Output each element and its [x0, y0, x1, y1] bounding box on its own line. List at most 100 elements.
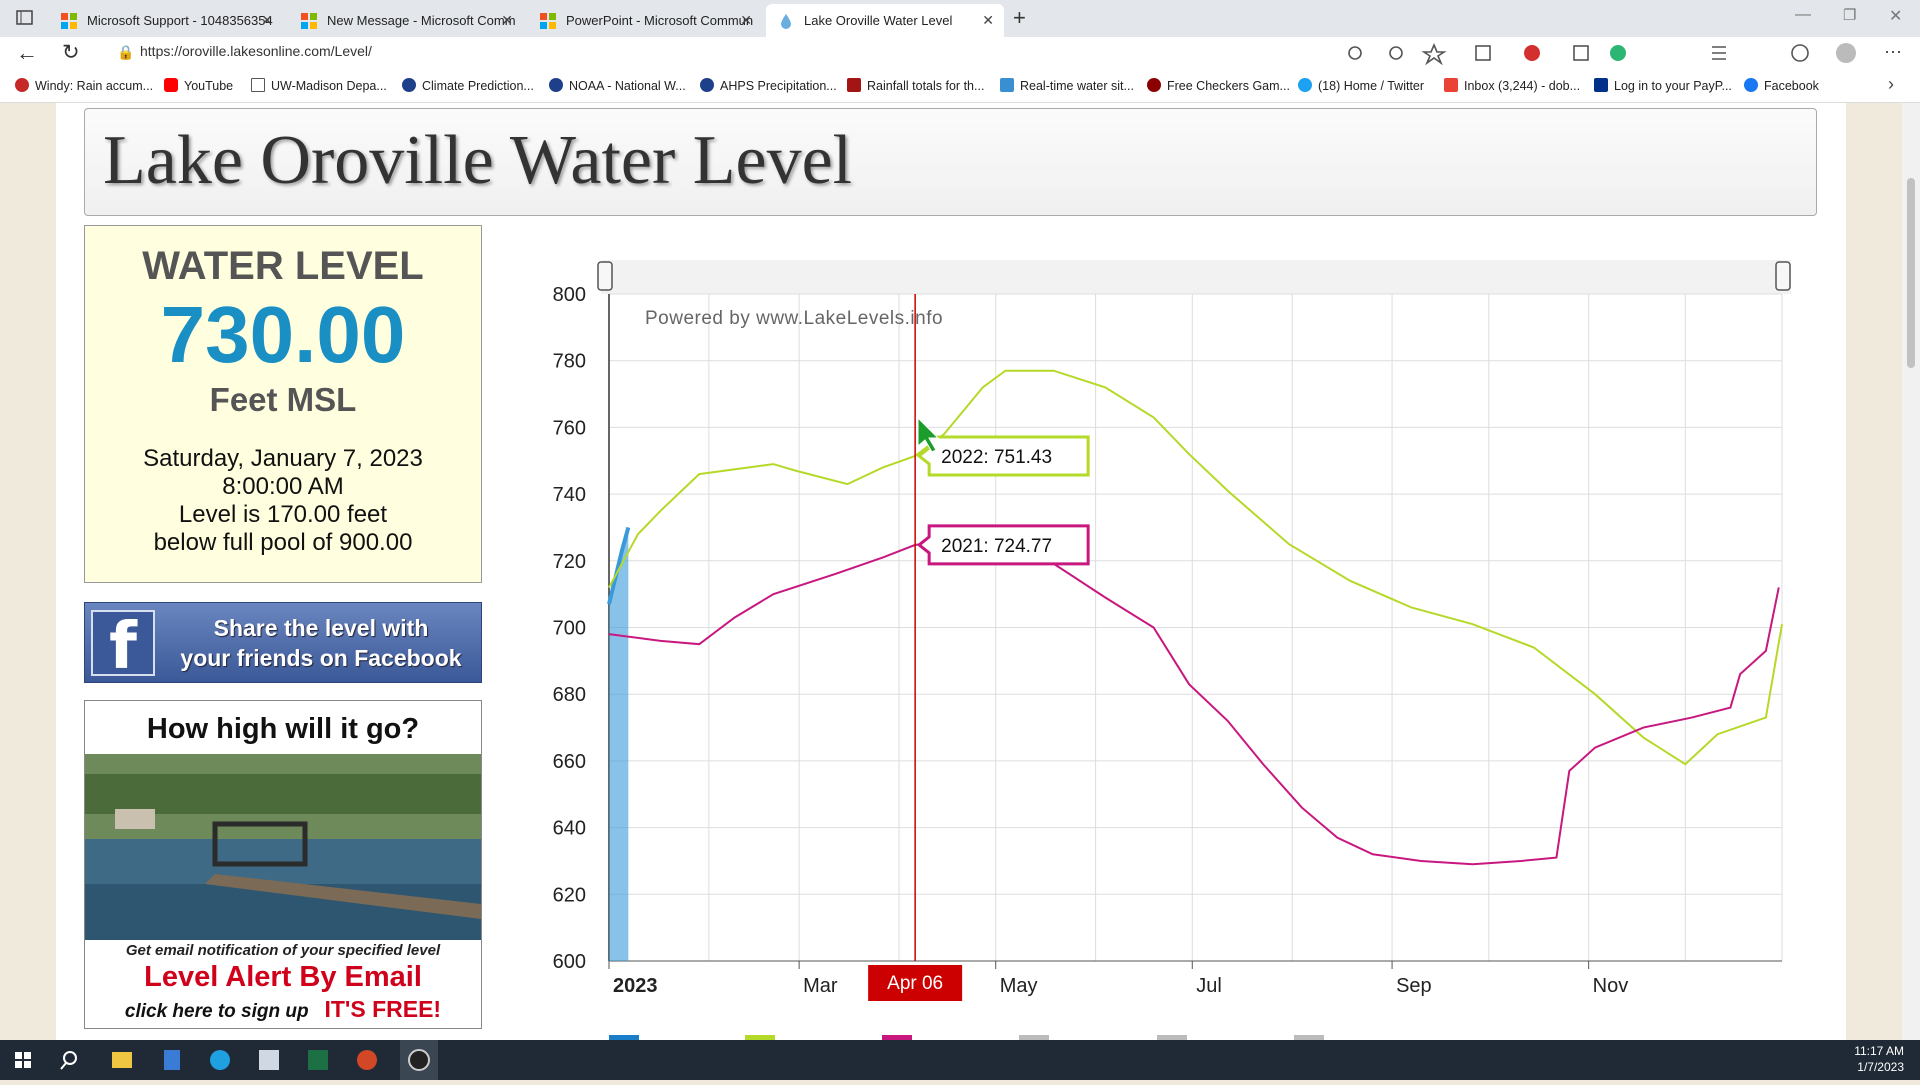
bookmark-label: Climate Prediction...: [422, 79, 534, 93]
tab-title: New Message - Microsoft Comm: [327, 13, 516, 28]
bookmark[interactable]: YouTube: [164, 78, 233, 93]
navigator: [601, 260, 1791, 294]
legend-swatch[interactable]: [1019, 1035, 1049, 1040]
y-tick-label: 720: [553, 551, 586, 573]
ad-heading: How high will it go?: [146, 713, 420, 745]
y-tick-label: 700: [553, 618, 586, 640]
series-line: [608, 536, 1780, 866]
title-box: Lake Oroville Water Level: [84, 108, 1817, 216]
y-tick-label: 800: [553, 284, 586, 306]
x-tick-label: Nov: [1593, 975, 1629, 997]
bookmark[interactable]: Inbox (3,244) - dob...: [1444, 78, 1580, 93]
bookmark[interactable]: Facebook: [1744, 78, 1819, 93]
facebook-text: your friends on Facebook: [180, 645, 462, 671]
refresh[interactable]: ↻: [62, 41, 80, 64]
taskbar-icons: [15, 1040, 438, 1080]
tab[interactable]: New Message - Microsoft Comm ✕: [289, 4, 523, 37]
new-tab[interactable]: +: [1013, 5, 1026, 30]
ad-photo: [85, 754, 481, 940]
x-tick-label: May: [1000, 975, 1038, 997]
bookmark[interactable]: Climate Prediction...: [402, 78, 534, 93]
bookmark[interactable]: (18) Home / Twitter: [1298, 78, 1424, 93]
legend-swatch[interactable]: [1157, 1035, 1187, 1040]
bookmark-label: NOAA - National W...: [569, 79, 686, 93]
x-tick-label: 2023: [613, 975, 658, 997]
series-line: [608, 369, 1783, 766]
lock[interactable]: 🔒: [117, 44, 135, 60]
level-note: below full pool of 900.00: [153, 529, 413, 556]
bookmark[interactable]: Real-time water sit...: [1000, 78, 1134, 93]
clock-time: 11:17 AM: [1854, 1044, 1904, 1058]
y-tick-label: 740: [553, 484, 586, 506]
navigator-handle[interactable]: [597, 261, 613, 291]
alert-ad[interactable]: How high will it go? Get email notificat…: [84, 700, 482, 1029]
y-tick-label: 780: [553, 351, 586, 373]
level-unit: Feet MSL: [209, 381, 357, 418]
mouse-cursor: [917, 416, 940, 453]
legend-swatch[interactable]: [882, 1035, 912, 1040]
tab-title: Lake Oroville Water Level: [804, 13, 953, 28]
tab-bar: Microsoft Support - 1048356354 ✕ New Mess…: [0, 0, 1920, 37]
tab[interactable]: Lake Oroville Water Level ✕: [766, 4, 1004, 37]
bookmark[interactable]: Windy: Rain accum...: [15, 78, 153, 93]
level-box: WATER LEVEL 730.00 Feet MSL Saturday, Ja…: [84, 225, 482, 583]
crosshair-label-bg: [868, 965, 963, 1001]
svg-text:⋯: ⋯: [1884, 42, 1902, 62]
series-line: [607, 526, 631, 605]
ad-cta: click here to sign up: [124, 1001, 309, 1022]
legend-swatch[interactable]: [1294, 1035, 1324, 1040]
tab[interactable]: PowerPoint - Microsoft Commun ✕: [528, 4, 762, 37]
close[interactable]: ✕: [1889, 8, 1903, 25]
clock-date: 1/7/2023: [1857, 1060, 1904, 1074]
tooltip: [916, 524, 1090, 566]
bookmark-label: (18) Home / Twitter: [1318, 79, 1425, 93]
bookmark-label: Facebook: [1764, 79, 1819, 93]
facebook-text: Share the level with: [213, 615, 429, 641]
bookmark-label: UW-Madison Depa...: [271, 79, 387, 93]
facebook-share[interactable]: f Share the level with your friends on F…: [84, 602, 482, 683]
tooltip: [916, 435, 1090, 477]
watermark: Powered by www.LakeLevels.info: [645, 308, 943, 329]
bookmark-label: Log in to your PayP...: [1614, 79, 1732, 93]
minimize[interactable]: —: [1795, 6, 1811, 23]
page-title: Lake Oroville Water Level: [103, 122, 853, 199]
legend-swatch[interactable]: [609, 1035, 639, 1040]
bookmark[interactable]: Log in to your PayP...: [1594, 78, 1732, 93]
bookmark[interactable]: NOAA - National W...: [549, 78, 686, 93]
tab-title: Microsoft Support - 1048356354: [87, 13, 273, 28]
address-row: ← ↻ 🔒 https://oroville.lakesonline.com/L…: [0, 37, 1920, 69]
level-time: 8:00:00 AM: [222, 473, 344, 500]
restore[interactable]: ❐: [1843, 7, 1857, 24]
tab-actions[interactable]: [16, 10, 34, 26]
tooltip-label: 2021: 724.77: [941, 536, 1052, 557]
bookmark[interactable]: AHPS Precipitation...: [700, 78, 837, 93]
y-tick-label: 660: [553, 751, 586, 773]
x-tick-label: Jul: [1196, 975, 1222, 997]
bookmark[interactable]: UW-Madison Depa...: [251, 78, 387, 93]
level-note: Level is 170.00 feet: [178, 501, 388, 528]
x-tick-label: Sep: [1396, 975, 1432, 997]
back[interactable]: ←: [16, 40, 38, 65]
tooltip-label: 2022: 751.43: [941, 447, 1052, 468]
x-tick-label: Mar: [803, 975, 838, 997]
y-tick-label: 680: [553, 684, 586, 706]
y-tick-label: 620: [553, 884, 586, 906]
legend-swatch[interactable]: [745, 1035, 775, 1040]
bookmark[interactable]: Rainfall totals for th...: [847, 78, 984, 93]
more-bookmarks[interactable]: ›: [1888, 74, 1894, 94]
crosshair-label: Apr 06: [887, 973, 943, 994]
taskbar: 11:17 AM 1/7/2023: [0, 1040, 1920, 1080]
bookmark-label: Free Checkers Gam...: [1167, 79, 1290, 93]
url[interactable]: https://oroville.lakesonline.com/Level/: [140, 43, 372, 59]
navigator-handle[interactable]: [1775, 261, 1791, 291]
bookmark-label: Rainfall totals for th...: [867, 79, 985, 93]
bookmark[interactable]: Free Checkers Gam...: [1147, 78, 1290, 93]
tab-title: PowerPoint - Microsoft Commun: [566, 13, 754, 28]
ad-title: Level Alert By Email: [144, 961, 422, 993]
tab[interactable]: Microsoft Support - 1048356354 ✕: [49, 4, 283, 37]
scrollbar[interactable]: [1902, 103, 1920, 1040]
chart: 600 620 640 660 680 700 720 740 760 780 800 2023 Mar…: [553, 260, 1791, 1040]
bookmark-label: Inbox (3,244) - dob...: [1464, 79, 1581, 93]
bookmark-label: AHPS Precipitation...: [720, 79, 837, 93]
